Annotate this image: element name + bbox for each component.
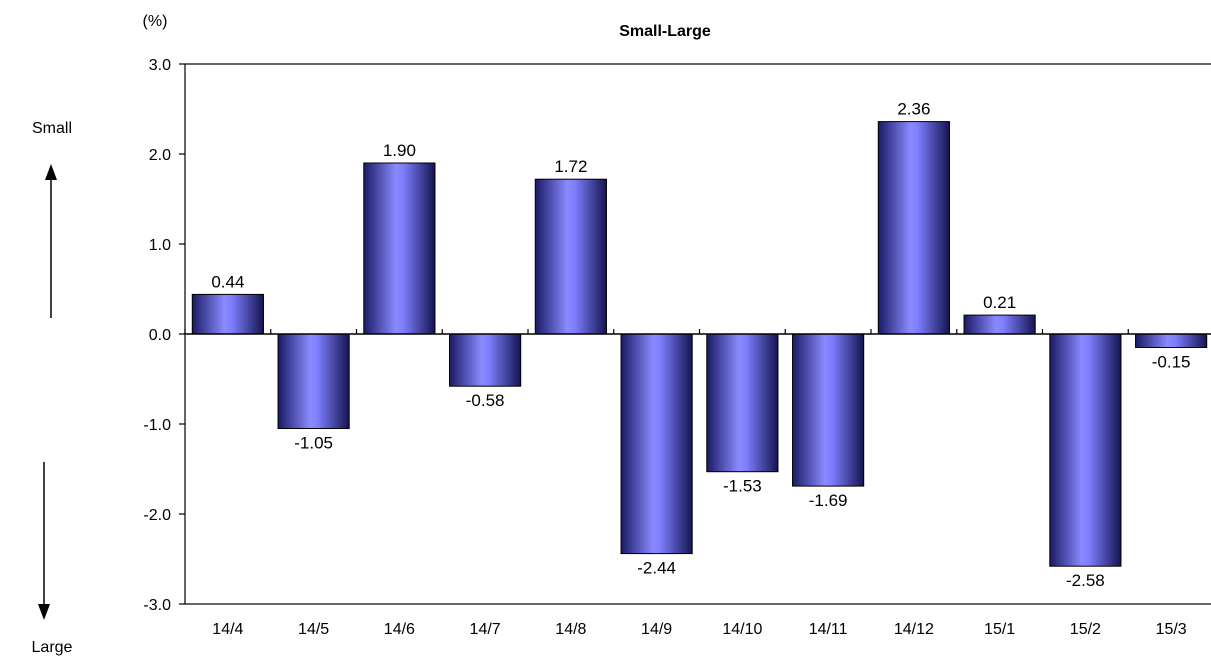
y-tick-label: -2.0 [143, 507, 171, 524]
x-tick-label: 14/7 [470, 621, 501, 638]
y-tick-label: 0.0 [149, 327, 171, 344]
down-arrow-icon [38, 604, 50, 620]
data-label: -0.58 [466, 391, 505, 410]
data-label: 2.36 [897, 100, 930, 119]
y-axis-unit-label: (%) [143, 13, 168, 30]
data-labels: 0.44 -1.05 1.90 -0.58 1.72 -2.44 -1.53 -1.69 2.3… [211, 100, 1190, 591]
up-arrow-icon [45, 164, 57, 180]
y-tick-label: 2.0 [149, 147, 171, 164]
x-tick-label: 14/11 [809, 621, 848, 638]
annotation-large: Large [32, 639, 73, 656]
x-tick-label: 14/10 [722, 621, 762, 638]
x-tick-label: 14/9 [641, 621, 672, 638]
data-label: -2.58 [1066, 571, 1105, 590]
bar-15-1 [963, 314, 1036, 335]
y-axis: 3.0 2.0 1.0 0.0 -1.0 -2.0 -3.0 [143, 57, 185, 614]
x-tick-label: 14/8 [555, 621, 586, 638]
data-label: -1.05 [294, 434, 333, 453]
y-tick-label: 3.0 [149, 57, 171, 74]
x-tick-label: 14/4 [212, 621, 243, 638]
x-tick-label: 15/2 [1070, 621, 1101, 638]
bar-14-11 [792, 333, 865, 487]
bar-series [191, 121, 1208, 567]
x-tick-label: 14/12 [894, 621, 934, 638]
x-tick-label: 15/3 [1156, 621, 1187, 638]
data-label: 0.21 [983, 293, 1016, 312]
y-tick-label: -3.0 [143, 597, 171, 614]
chart-title: Small-Large [619, 23, 711, 40]
bar-14-7 [449, 333, 522, 387]
bar-14-12 [877, 121, 950, 335]
data-label: 1.90 [383, 141, 416, 160]
x-tick-label: 14/6 [384, 621, 415, 638]
bar-14-10 [706, 333, 779, 473]
y-tick-label: 1.0 [149, 237, 171, 254]
data-label: 1.72 [554, 157, 587, 176]
data-label: -2.44 [637, 559, 676, 578]
bar-14-8 [534, 178, 607, 335]
data-label: -1.69 [809, 491, 848, 510]
data-label: 0.44 [211, 272, 244, 291]
bar-14-6 [363, 162, 436, 335]
annotation-small: Small [32, 120, 72, 137]
bar-14-9 [620, 333, 693, 555]
bar-14-4 [191, 293, 264, 335]
bar-14-5 [277, 333, 350, 429]
data-label: -1.53 [723, 477, 762, 496]
data-label: -0.15 [1152, 353, 1191, 372]
x-tick-label: 15/1 [984, 621, 1015, 638]
x-axis: 14/4 14/5 14/6 14/7 14/8 14/9 14/10 14/11 14/12 1… [184, 329, 1187, 638]
bar-15-2 [1049, 333, 1122, 567]
x-tick-label: 14/5 [298, 621, 329, 638]
y-tick-label: -1.0 [143, 417, 171, 434]
bar-15-3 [1135, 333, 1208, 348]
